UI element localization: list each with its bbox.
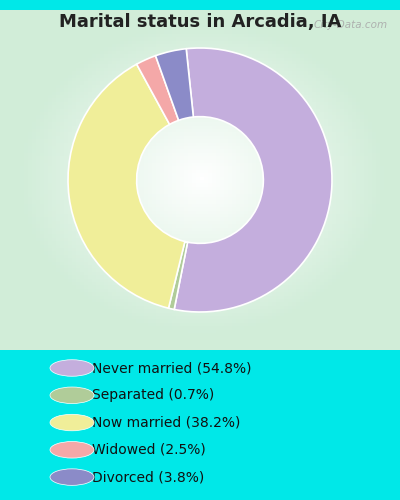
Circle shape <box>50 387 94 404</box>
Wedge shape <box>168 242 188 310</box>
Text: City-Data.com: City-Data.com <box>314 20 388 30</box>
Wedge shape <box>156 48 193 120</box>
Text: Widowed (2.5%): Widowed (2.5%) <box>92 443 206 457</box>
Text: Separated (0.7%): Separated (0.7%) <box>92 388 214 402</box>
Circle shape <box>50 469 94 486</box>
Text: Now married (38.2%): Now married (38.2%) <box>92 416 240 430</box>
Circle shape <box>50 442 94 458</box>
Text: Marital status in Arcadia, IA: Marital status in Arcadia, IA <box>59 12 341 30</box>
Text: Divorced (3.8%): Divorced (3.8%) <box>92 470 204 484</box>
Circle shape <box>50 360 94 376</box>
Text: Never married (54.8%): Never married (54.8%) <box>92 361 252 375</box>
Circle shape <box>50 414 94 431</box>
Wedge shape <box>68 64 185 308</box>
Wedge shape <box>137 56 179 124</box>
Wedge shape <box>174 48 332 312</box>
